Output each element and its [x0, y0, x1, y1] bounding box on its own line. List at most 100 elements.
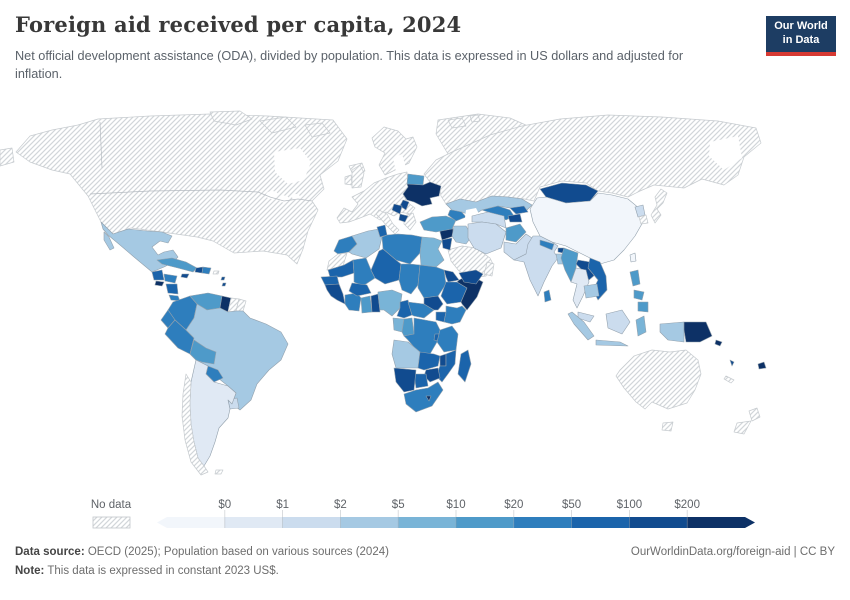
map-region-honduras[interactable]	[163, 273, 178, 284]
map-region-arctic-islands-a[interactable]	[209, 110, 253, 126]
map-region-el-salvador[interactable]	[154, 280, 165, 287]
map-region-arctic-islands-b[interactable]	[259, 116, 297, 134]
map-region-china[interactable]	[529, 192, 644, 265]
map-region-zambia[interactable]	[417, 351, 441, 371]
map-region-australia[interactable]	[615, 349, 702, 410]
legend-segment-2[interactable]	[282, 517, 341, 528]
map-region-oman[interactable]	[483, 261, 495, 277]
map-region-kyrgyzstan[interactable]	[509, 205, 529, 215]
map-region-solomon-islands[interactable]	[714, 339, 723, 347]
map-region-senegal[interactable]	[320, 275, 340, 286]
map-region-fiji[interactable]	[757, 361, 767, 370]
map-region-tanzania[interactable]	[436, 325, 459, 353]
map-region-tasmania[interactable]	[661, 421, 674, 432]
map-region-south-korea[interactable]	[638, 214, 649, 225]
map-region-congo[interactable]	[401, 317, 415, 337]
map-region-java[interactable]	[595, 339, 629, 347]
legend-segment-9[interactable]	[687, 517, 745, 528]
map-region-india[interactable]	[513, 235, 559, 297]
legend-segment-0[interactable]	[167, 517, 225, 528]
map-region-west-papua[interactable]	[659, 321, 685, 343]
map-region-turkey[interactable]	[419, 215, 457, 233]
map-region-puerto-rico[interactable]	[212, 270, 220, 275]
map-region-vietnam[interactable]	[587, 257, 608, 301]
map-region-afghanistan[interactable]	[505, 223, 527, 243]
map-region-chile[interactable]	[181, 373, 209, 476]
map-region-new-zealand-north[interactable]	[748, 407, 761, 422]
legend-segment-6[interactable]	[513, 517, 572, 528]
map-region-thailand[interactable]	[570, 267, 590, 309]
legend-no-data-swatch[interactable]	[92, 516, 131, 529]
owid-logo[interactable]: Our World in Data	[766, 16, 836, 56]
map-region-togo-benin[interactable]	[370, 293, 381, 313]
legend-segment-5[interactable]	[456, 517, 514, 528]
map-region-iran[interactable]	[467, 221, 507, 255]
map-region-philippines-luzon[interactable]	[629, 269, 641, 287]
map-region-nepal[interactable]	[539, 239, 555, 251]
map-region-jamaica[interactable]	[180, 273, 190, 279]
map-region-new-caledonia[interactable]	[723, 375, 735, 384]
map-region-namibia[interactable]	[393, 367, 417, 393]
map-region-eritrea[interactable]	[443, 269, 460, 283]
map-region-north-america[interactable]	[15, 113, 348, 265]
map-region-sri-lanka[interactable]	[543, 289, 552, 303]
map-region-svalbard-a[interactable]	[447, 117, 467, 129]
legend-segment-8[interactable]	[629, 517, 688, 528]
map-region-madagascar[interactable]	[457, 349, 472, 383]
map-region-south-sudan[interactable]	[423, 295, 444, 311]
map-region-scandinavia[interactable]	[371, 126, 418, 176]
map-region-nicaragua[interactable]	[165, 283, 179, 295]
map-region-jordan[interactable]	[441, 237, 453, 251]
map-region-cambodia[interactable]	[583, 283, 600, 299]
map-region-papua-new-guinea[interactable]	[683, 321, 713, 343]
map-region-mali[interactable]	[352, 257, 376, 287]
map-region-kenya[interactable]	[443, 305, 467, 325]
map-region-moldova[interactable]	[399, 199, 410, 211]
map-region-cameroon[interactable]	[396, 299, 413, 319]
map-region-lesser-antilles-b[interactable]	[221, 282, 227, 287]
map-region-ghana[interactable]	[360, 295, 373, 314]
map-region-borneo[interactable]	[605, 309, 631, 335]
map-region-nigeria[interactable]	[377, 289, 403, 317]
map-region-egypt[interactable]	[419, 236, 445, 268]
map-region-tajikistan[interactable]	[507, 213, 523, 223]
map-region-haiti[interactable]	[194, 266, 204, 274]
map-region-albania-macedonia[interactable]	[398, 213, 409, 223]
legend-segment-7[interactable]	[571, 517, 630, 528]
map-region-botswana[interactable]	[413, 373, 429, 389]
map-region-belarus[interactable]	[406, 173, 425, 186]
attribution-link[interactable]: OurWorldinData.org/foreign-aid | CC BY	[630, 546, 835, 558]
map-region-malaysia[interactable]	[577, 311, 595, 323]
map-region-sulawesi[interactable]	[635, 315, 647, 337]
legend-segment-3[interactable]	[340, 517, 399, 528]
map-region-ireland[interactable]	[344, 174, 353, 186]
map-region-sumatra[interactable]	[567, 311, 595, 341]
map-region-falkland-islands[interactable]	[214, 469, 224, 475]
map-region-lesotho[interactable]	[425, 395, 432, 402]
map-region-arctic-islands-c[interactable]	[304, 122, 331, 138]
map-region-philippines-visayas[interactable]	[633, 289, 645, 301]
map-region-malawi[interactable]	[439, 353, 447, 367]
map-region-svalbard-b[interactable]	[469, 114, 481, 123]
map-region-burkina-faso[interactable]	[348, 282, 372, 297]
map-region-guatemala[interactable]	[151, 269, 165, 281]
legend-segment-4[interactable]	[398, 517, 456, 528]
map-region-dominican-republic[interactable]	[201, 266, 212, 275]
map-region-ukraine[interactable]	[402, 181, 442, 207]
map-region-japan[interactable]	[650, 188, 668, 224]
map-region-iraq[interactable]	[451, 225, 473, 245]
map-region-new-zealand-south[interactable]	[733, 420, 752, 435]
map-region-algeria[interactable]	[348, 228, 383, 259]
map-region-cuba[interactable]	[156, 257, 198, 273]
map-region-guinea[interactable]	[324, 283, 346, 305]
map-region-chad[interactable]	[398, 263, 421, 295]
map-region-turkmenistan[interactable]	[471, 211, 507, 229]
map-region-mozambique[interactable]	[435, 349, 457, 383]
map-region-philippines-mindanao[interactable]	[637, 301, 649, 313]
map-region-yemen[interactable]	[458, 269, 484, 285]
map-region-mexico-baja[interactable]	[103, 231, 115, 251]
map-region-taiwan[interactable]	[629, 252, 637, 263]
map-region-lesser-antilles-a[interactable]	[220, 276, 226, 281]
map-region-bering-fragment[interactable]	[0, 147, 15, 167]
map-region-vanuatu[interactable]	[729, 359, 735, 367]
